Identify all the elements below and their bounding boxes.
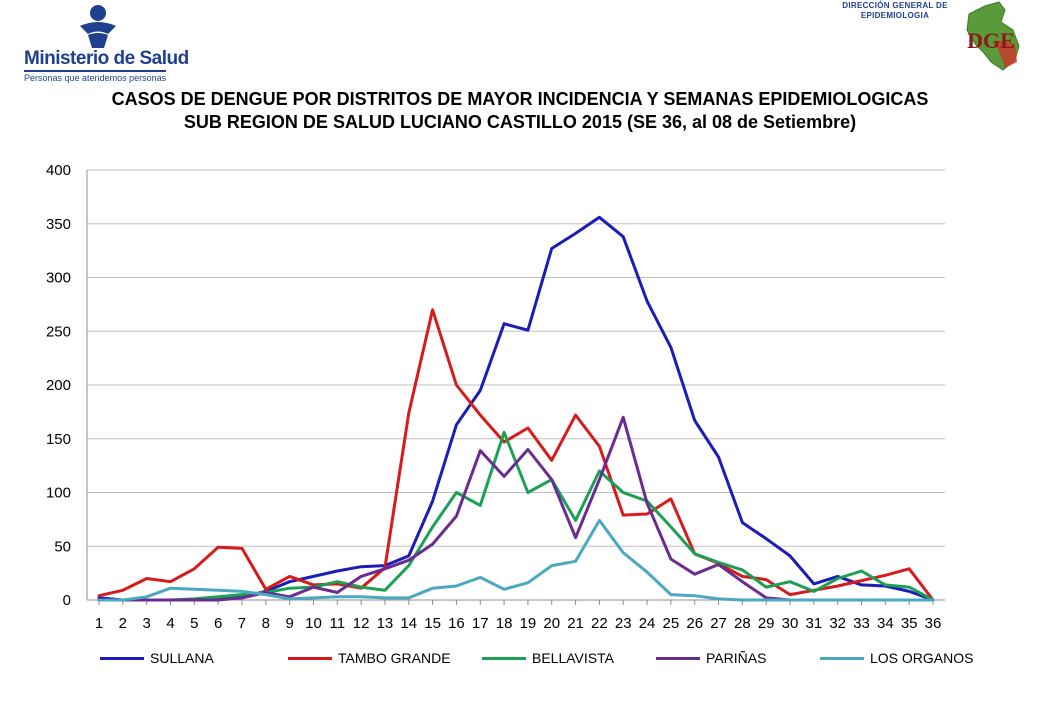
x-tick-label: 2 [119, 615, 127, 632]
series-lines [97, 215, 935, 602]
x-tick-label: 10 [305, 615, 322, 632]
x-tick-labels: 1 2 3 4 5 6 7 8 9 10 11 12 13 14 15 16 17 18 19 20 21 22 23 24 2… [95, 600, 942, 632]
y-tick-label: 0 [63, 592, 71, 609]
x-tick-label: 36 [925, 615, 942, 632]
series-line-tambo-grande [97, 308, 935, 602]
y-tick-label: 350 [46, 216, 71, 233]
x-tick-label: 15 [424, 615, 441, 632]
x-tick-label: 5 [190, 615, 198, 632]
x-tick-label: 9 [285, 615, 293, 632]
chart-legend: SULLANA TAMBO GRANDE BELLAVISTA PARIÑAS LOS … [100, 646, 973, 670]
legend-swatch [288, 656, 332, 660]
series-line-sullana [97, 215, 935, 602]
x-tick-label: 1 [95, 615, 103, 632]
x-tick-label: 24 [639, 615, 656, 632]
x-tick-label: 19 [520, 615, 537, 632]
x-tick-label: 8 [262, 615, 270, 632]
x-tick-label: 18 [496, 615, 513, 632]
legend-label: TAMBO GRANDE [338, 650, 451, 666]
x-tick-label: 6 [214, 615, 222, 632]
x-tick-label: 14 [400, 615, 417, 632]
legend-swatch [482, 656, 526, 660]
person-emblem-icon [80, 5, 116, 48]
x-tick-label: 12 [353, 615, 370, 632]
ministry-name: Ministerio de Salud [24, 48, 189, 69]
legend-label: BELLAVISTA [532, 650, 614, 666]
x-tick-label: 30 [782, 615, 799, 632]
x-tick-label: 13 [377, 615, 394, 632]
series-line-los-organos [97, 518, 935, 602]
x-tick-label: 21 [567, 615, 584, 632]
y-tick-label: 150 [46, 431, 71, 448]
x-tick-label: 17 [472, 615, 489, 632]
dge-line-2: EPIDEMIOLOGIA [860, 11, 930, 20]
y-tick-label: 200 [46, 377, 71, 394]
ministry-logo: Ministerio de Salud Personas que atendem… [18, 4, 189, 83]
legend-swatch [100, 656, 144, 660]
dge-map-logo: DGE [966, 1, 1020, 71]
y-tick-label: 100 [46, 485, 71, 502]
x-tick-label: 29 [758, 615, 775, 632]
x-tick-label: 7 [238, 615, 246, 632]
y-tick-label: 50 [54, 538, 71, 555]
dge-header-text: DIRECCIÓN GENERAL DE EPIDEMIOLOGIA [830, 1, 960, 21]
grid-lines [87, 169, 945, 601]
y-tick-label: 300 [46, 270, 71, 287]
x-tick-label: 22 [591, 615, 608, 632]
legend-swatch [820, 656, 864, 660]
legend-item: TAMBO GRANDE [288, 646, 451, 670]
legend-item: BELLAVISTA [482, 646, 614, 670]
x-tick-label: 23 [615, 615, 632, 632]
dge-line-1: DIRECCIÓN GENERAL DE [842, 1, 948, 10]
dge-letters: DGE [967, 28, 1015, 53]
chart-title: CASOS DE DENGUE POR DISTRITOS DE MAYOR I… [111, 89, 929, 109]
legend-label: LOS ORGANOS [870, 650, 974, 666]
y-tick-label: 250 [46, 323, 71, 340]
x-tick-label: 4 [166, 615, 174, 632]
x-tick-label: 16 [448, 615, 465, 632]
chart-subtitle: SUB REGION DE SALUD LUCIANO CASTILLO 201… [183, 112, 857, 132]
chart-title-block: CASOS DE DENGUE POR DISTRITOS DE MAYOR I… [20, 88, 1020, 134]
legend-item: LOS ORGANOS [820, 646, 973, 670]
x-tick-label: 28 [734, 615, 751, 632]
ministry-tagline: Personas que atendemos personas [24, 70, 167, 83]
y-tick-labels: 0 50 100 150 200 250 300 350 400 [46, 162, 71, 609]
legend-item: SULLANA [100, 646, 214, 670]
x-tick-label: 26 [686, 615, 703, 632]
legend-swatch [656, 656, 700, 660]
x-tick-label: 32 [829, 615, 846, 632]
x-tick-label: 20 [543, 615, 560, 632]
legend-label: SULLANA [150, 650, 214, 666]
x-tick-label: 33 [853, 615, 870, 632]
x-tick-label: 31 [806, 615, 823, 632]
legend-item: PARIÑAS [656, 646, 766, 670]
series-line-pariñas [97, 415, 935, 602]
x-tick-label: 35 [901, 615, 918, 632]
y-tick-label: 400 [46, 162, 71, 179]
legend-label: PARIÑAS [706, 650, 767, 666]
x-tick-label: 25 [663, 615, 680, 632]
x-tick-label: 34 [877, 615, 894, 632]
x-tick-label: 3 [142, 615, 150, 632]
x-tick-label: 11 [329, 615, 345, 632]
x-tick-label: 27 [710, 615, 727, 632]
